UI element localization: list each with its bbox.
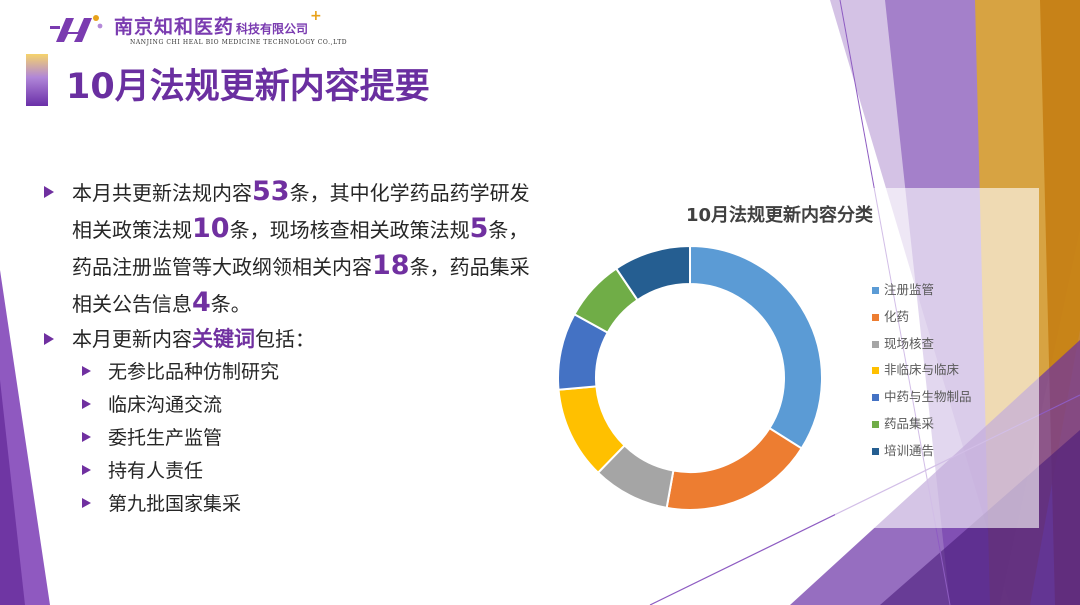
sub-bullet-icon bbox=[82, 432, 91, 442]
legend-swatch bbox=[872, 420, 879, 428]
legend-swatch bbox=[872, 287, 879, 294]
sub-bullet-icon bbox=[82, 366, 91, 376]
sub-bullet-icon bbox=[82, 465, 91, 475]
bullet-triangle-icon bbox=[44, 333, 54, 345]
logo-plus-mark: + bbox=[310, 8, 322, 24]
sub-bullet-icon bbox=[82, 399, 91, 409]
legend-label: 非临床与临床 bbox=[884, 362, 960, 378]
legend-swatch bbox=[872, 367, 879, 375]
title-accent-bar bbox=[26, 54, 48, 106]
summary-count-total: 53 bbox=[252, 176, 290, 207]
chart-title: 10月法规更新内容分类 bbox=[686, 205, 874, 226]
company-name-main: 南京知和医药 bbox=[114, 16, 235, 38]
summary-count-regulation: 18 bbox=[372, 250, 410, 281]
bullet-triangle-icon bbox=[44, 186, 54, 198]
donut-slice-7 bbox=[614, 244, 691, 302]
summary-text-6: 条。 bbox=[210, 292, 251, 316]
summary-count-inspection: 5 bbox=[469, 213, 489, 244]
keywords-prefix: 本月更新内容 bbox=[72, 327, 192, 351]
slide-title: 10月法规更新内容提要 bbox=[66, 67, 430, 107]
summary-text-5: 条，药品集采相关公告信息 bbox=[72, 255, 530, 316]
keyword-item-label: 第九批国家集采 bbox=[108, 493, 242, 515]
keyword-item-label: 委托生产监管 bbox=[108, 427, 223, 449]
summary-text-2: 条，其中化学药品药学研发相关政策法规 bbox=[72, 181, 530, 242]
legend-label: 药品集采 bbox=[884, 415, 935, 431]
legend-label: 现场核查 bbox=[884, 335, 935, 351]
sub-bullet-icon bbox=[82, 498, 91, 508]
legend-label: 化药 bbox=[884, 308, 910, 324]
legend-label: 中药与生物制品 bbox=[884, 389, 972, 405]
summary-count-procurement: 4 bbox=[192, 287, 211, 318]
legend-swatch bbox=[872, 447, 879, 455]
keyword-item-label: 无参比品种仿制研究 bbox=[108, 361, 280, 383]
donut-chart bbox=[557, 244, 823, 511]
keywords-line: 本月更新内容关键词包括： bbox=[72, 323, 315, 355]
legend-label: 培训通告 bbox=[884, 442, 935, 458]
company-logo: 南京知和医药 科技有限公司 + NANJING CHI HEAL BIO MEDI… bbox=[48, 6, 348, 50]
summary-text-3: 条，现场核查相关政策法规 bbox=[229, 218, 470, 242]
summary-text-1: 本月共更新法规内容 bbox=[72, 181, 252, 205]
keywords-highlight: 关键词 bbox=[192, 327, 255, 351]
keywords-suffix: 包括： bbox=[255, 327, 315, 351]
donut-slice-2 bbox=[665, 426, 803, 511]
legend-swatch bbox=[872, 394, 879, 402]
company-name-suffix: 科技有限公司 bbox=[236, 22, 309, 36]
keyword-item-label: 持有人责任 bbox=[108, 460, 204, 482]
summary-count-chem: 10 bbox=[192, 213, 230, 244]
legend-swatch bbox=[872, 313, 879, 321]
donut-slice-1 bbox=[689, 244, 823, 450]
keyword-item-label: 临床沟通交流 bbox=[108, 394, 223, 416]
summary-paragraph: 本月共更新法规内容53条，其中化学药品药学研发相关政策法规10条，现场核查相关政… bbox=[72, 174, 532, 322]
company-name-cn: 南京知和医药 科技有限公司 bbox=[114, 12, 308, 39]
company-name-en: NANJING CHI HEAL BIO MEDICINE TECHNOLOGY… bbox=[130, 39, 348, 46]
legend-label: 注册监管 bbox=[884, 282, 935, 297]
logo-mark-icon bbox=[50, 15, 103, 42]
legend-swatch bbox=[872, 340, 879, 348]
summary-text-4: 条，药品注册监管等大政纲领相关内容 bbox=[72, 218, 529, 279]
